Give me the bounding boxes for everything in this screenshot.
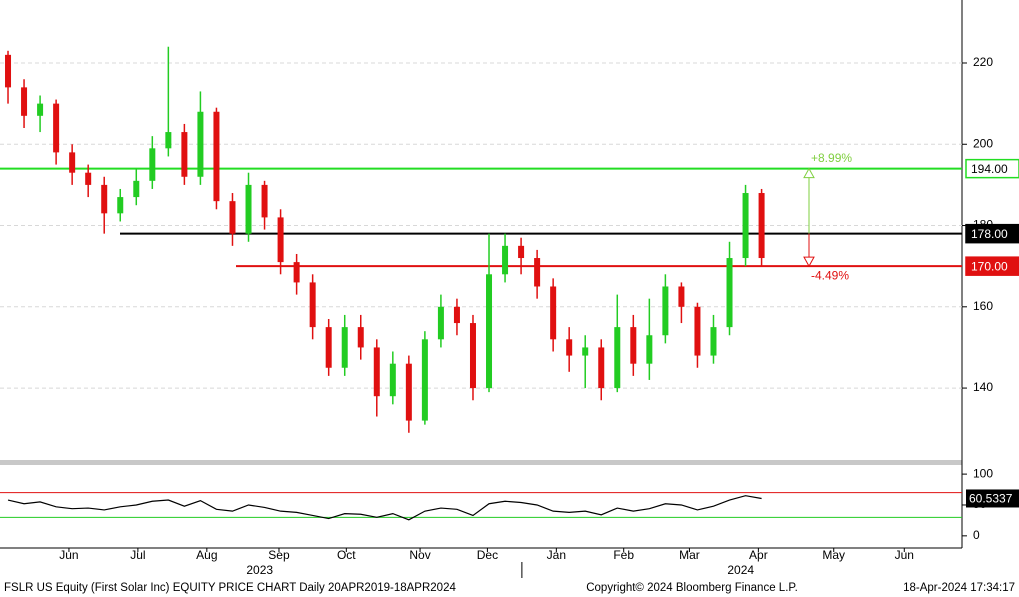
candle-body [69, 152, 76, 173]
candle-body [710, 327, 717, 356]
candle-body [437, 306, 444, 340]
candle-body [21, 87, 28, 116]
y-tick-label: 220 [973, 55, 993, 69]
level-label-box [965, 223, 1019, 244]
candle-body [197, 111, 204, 177]
candle-body [117, 197, 124, 214]
candle-body [53, 103, 60, 153]
x-tick-label: Jun [895, 548, 914, 562]
x-tick-label: Mar [679, 548, 700, 562]
candle-body [405, 363, 412, 421]
x-tick-label: Jun [59, 548, 78, 562]
annotation-label: -4.49% [811, 268, 849, 282]
panel-divider [0, 460, 962, 465]
annotation-label: +8.99% [811, 151, 852, 165]
x-tick-label: Nov [409, 548, 430, 562]
x-tick-label: Oct [337, 548, 356, 562]
candle-body [293, 262, 300, 283]
level-label-box [965, 256, 1019, 276]
x-tick-label: May [822, 548, 845, 562]
candle-body [373, 347, 380, 397]
candle-body [662, 286, 669, 336]
level-label: 170.00 [971, 259, 1008, 273]
candle-body [694, 306, 701, 356]
y-tick-label: 0 [973, 528, 980, 542]
x-tick-label: Feb [613, 548, 634, 562]
x-tick-label: Jan [547, 548, 566, 562]
candle-body [469, 323, 476, 389]
candle-body [566, 339, 573, 356]
candle-body [85, 172, 92, 185]
year-label: 2023 [246, 563, 273, 577]
y-tick-label: 100 [973, 466, 993, 480]
candle-body [486, 274, 493, 389]
candle-body [165, 132, 172, 149]
candle-body [261, 184, 268, 218]
candle-body [582, 347, 589, 356]
candle-body [229, 201, 236, 234]
x-tick-label: Dec [477, 548, 498, 562]
candle-body [502, 245, 509, 275]
candle-body [534, 258, 541, 287]
y-tick-label: 200 [973, 136, 993, 150]
candle-body [357, 327, 364, 348]
candle-body [149, 148, 156, 181]
x-tick-label: Sep [268, 548, 290, 562]
candle-body [245, 184, 252, 234]
candle-body [614, 327, 621, 389]
x-tick-label: Aug [196, 548, 217, 562]
candle-body [630, 327, 637, 364]
candle-body [646, 335, 653, 364]
candle-body [758, 193, 765, 259]
indicator-line [7, 495, 762, 521]
year-label: 2024 [727, 563, 754, 577]
candle-body [5, 54, 12, 88]
candle-body [726, 258, 733, 328]
candle-body [37, 103, 44, 116]
candle-body [181, 132, 188, 177]
candle-body [389, 363, 396, 397]
x-tick-label: Jul [130, 548, 145, 562]
candle-body [325, 327, 332, 368]
candle-body [453, 306, 460, 324]
annotation-arrowhead [803, 256, 815, 268]
y-tick-label: 160 [973, 299, 993, 313]
footer-left: FSLR US Equity (First Solar Inc) EQUITY … [4, 582, 456, 594]
candle-body [101, 184, 108, 214]
y-tick-label: 140 [973, 380, 993, 394]
candle-body [133, 180, 140, 198]
candle-body [678, 286, 685, 307]
candle-body [213, 111, 220, 202]
candle-body [550, 286, 557, 340]
candle-body [277, 217, 284, 263]
candle-body [421, 339, 428, 421]
candle-body [309, 282, 316, 328]
candle-body [341, 327, 348, 368]
last-value-box [966, 489, 1019, 508]
footer-right: 18-Apr-2024 17:34:17 [903, 582, 1015, 594]
last-value-label: 60.5337 [969, 492, 1013, 506]
candle-body [598, 347, 605, 389]
x-tick-label: Apr [749, 548, 768, 562]
level-label-box [965, 158, 1019, 179]
footer-center: Copyright© 2024 Bloomberg Finance L.P. [586, 582, 798, 594]
candle-body [518, 245, 525, 259]
annotation-arrowhead [803, 167, 815, 179]
level-label: 178.00 [971, 227, 1008, 241]
level-label: 194.00 [971, 162, 1008, 176]
candle-body [742, 193, 749, 259]
